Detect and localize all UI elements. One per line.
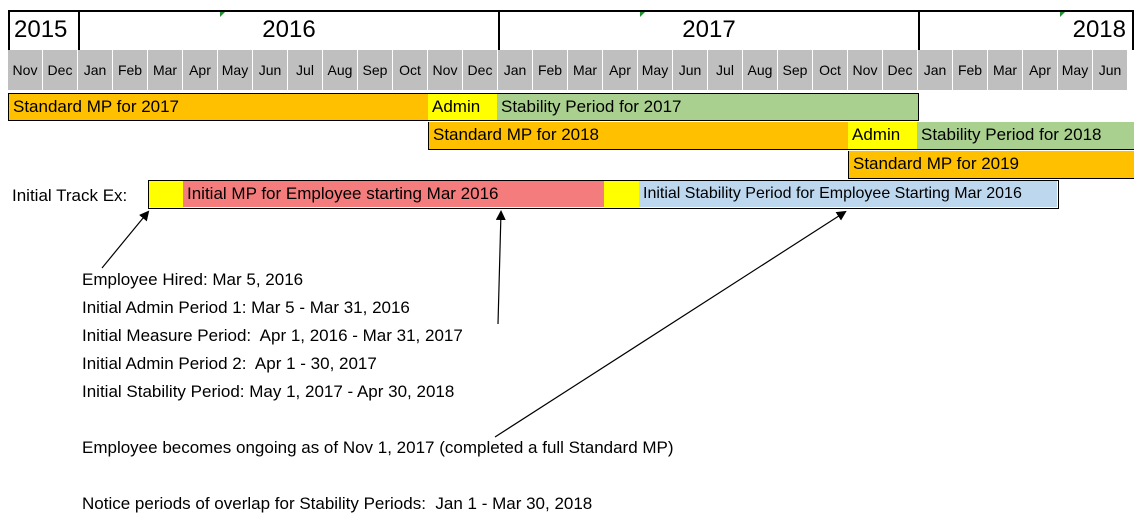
year-2018: 2018 (918, 10, 1134, 50)
year-2016: 2016 (78, 10, 500, 50)
initial-admin-1-segment (149, 181, 183, 207)
note-admin-period-1: Initial Admin Period 1: Mar 5 - Mar 31, … (82, 298, 410, 317)
initial-stability-segment: Initial Stability Period for Employee St… (639, 181, 1057, 207)
month-cell: Oct (813, 50, 848, 90)
standard-mp-2019-bar: Standard MP for 2019 (848, 151, 1134, 179)
note-measure-period: Initial Measure Period: Apr 1, 2016 - Ma… (82, 326, 463, 345)
month-cell: Jan (918, 50, 953, 90)
month-cell: Feb (533, 50, 568, 90)
month-cell: Oct (393, 50, 428, 90)
month-cell: May (218, 50, 253, 90)
month-cell: Apr (183, 50, 218, 90)
stability-period-2017-bar: Stability Period for 2017 (497, 93, 919, 121)
month-cell: May (638, 50, 673, 90)
month-cell: Jun (673, 50, 708, 90)
month-cell: Feb (113, 50, 148, 90)
month-cell: Nov (428, 50, 463, 90)
cell-marker-icon (220, 12, 225, 17)
note-admin-period-2: Initial Admin Period 2: Apr 1 - 30, 2017 (82, 354, 377, 373)
month-cell: Jan (78, 50, 113, 90)
month-cell: Mar (988, 50, 1023, 90)
month-cell: Jan (498, 50, 533, 90)
month-cell: Jun (253, 50, 288, 90)
month-cell: Aug (323, 50, 358, 90)
cell-marker-icon (1060, 12, 1065, 17)
stability-period-2018-bar: Stability Period for 2018 (917, 122, 1134, 150)
month-cell: Mar (568, 50, 603, 90)
month-cell: May (1058, 50, 1093, 90)
month-cell: Dec (883, 50, 918, 90)
note-hired: Employee Hired: Mar 5, 2016 (82, 270, 304, 289)
month-cell: Sep (778, 50, 813, 90)
note-stability-period: Initial Stability Period: May 1, 2017 - … (82, 382, 455, 401)
standard-mp-2018-bar: Standard MP for 2018 (428, 122, 849, 150)
month-cell: Feb (953, 50, 988, 90)
hired-arrow (101, 210, 150, 269)
note-ongoing: Employee becomes ongoing as of Nov 1, 20… (82, 438, 674, 457)
month-cell: Jun (1093, 50, 1128, 90)
initial-admin-2-segment (604, 181, 639, 207)
month-cell: Jul (708, 50, 743, 90)
month-cell: Mar (148, 50, 183, 90)
ongoing-arrow (494, 210, 847, 438)
month-cell: Aug (743, 50, 778, 90)
cell-marker-icon (640, 12, 645, 17)
month-cell: Dec (463, 50, 498, 90)
month-cell: Sep (358, 50, 393, 90)
measure-end-arrow (495, 210, 506, 325)
initial-measure-segment: Initial MP for Employee starting Mar 201… (183, 181, 604, 207)
year-2017: 2017 (498, 10, 920, 50)
note-overlap: Notice periods of overlap for Stability … (82, 494, 593, 513)
month-cell: Nov (848, 50, 883, 90)
month-cell: Nov (8, 50, 43, 90)
initial-track-bar: Initial MP for Employee starting Mar 201… (148, 180, 1059, 209)
month-cell: Jul (288, 50, 323, 90)
month-cell: Apr (1023, 50, 1058, 90)
year-2015: 2015 (8, 10, 80, 50)
standard-mp-2017-bar: Standard MP for 2017 (8, 93, 430, 121)
month-cell: Dec (43, 50, 78, 90)
admin-2017-bar: Admin (428, 93, 498, 121)
initial-track-label: Initial Track Ex: (12, 186, 128, 205)
admin-2018-bar: Admin (848, 122, 918, 150)
month-cell: Apr (603, 50, 638, 90)
